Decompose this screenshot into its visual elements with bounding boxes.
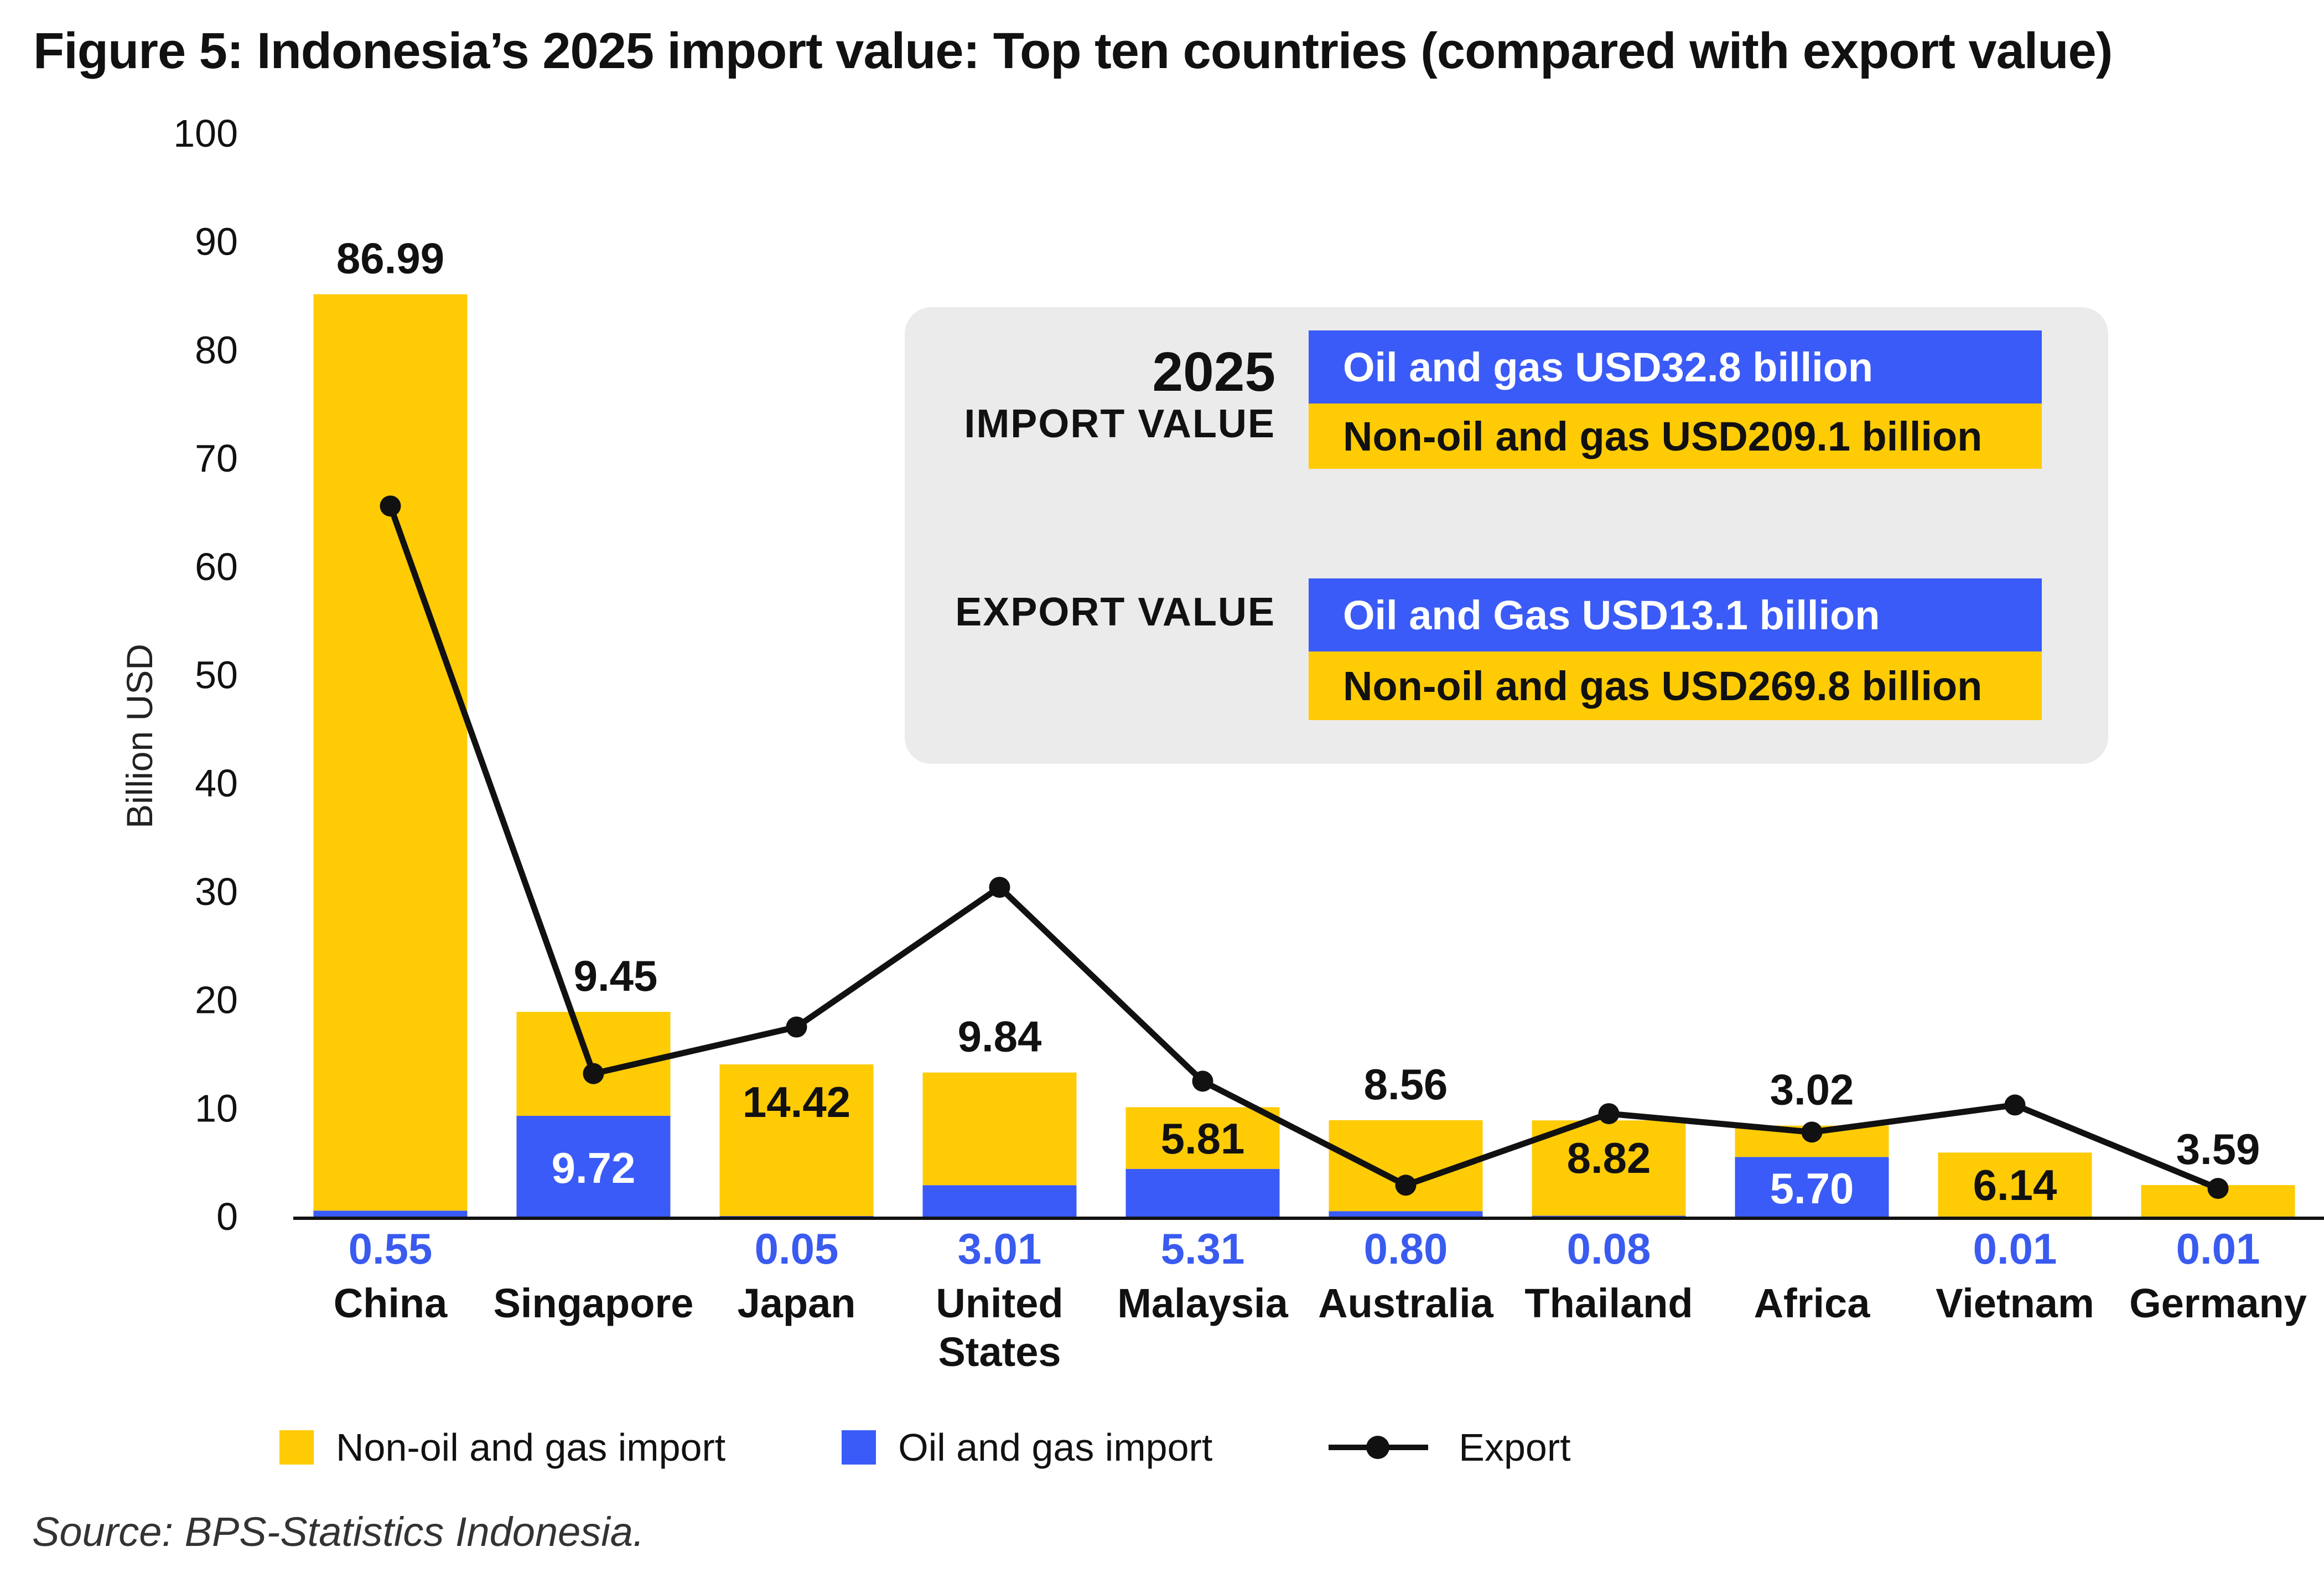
x-category-label: Japan [738,1280,856,1326]
x-category-label: Australia [1318,1280,1494,1326]
x-category-label: United [936,1280,1063,1326]
legend-label-export: Export [1459,1426,1571,1469]
data-label-oil: 0.01 [1973,1224,2057,1273]
data-label-non-oil: 86.99 [336,234,444,283]
export-point [1801,1121,1823,1143]
bar-non-oil-2 [719,1064,874,1217]
import-value-heading: IMPORT VALUE [964,402,1275,446]
data-labels-group: 86.99 0.55 9.45 9.72 14.42 0.05 9.84 3.01 5.81 5.… [336,234,2260,1273]
y-tick-label: 80 [195,328,238,371]
data-label-oil: 0.55 [349,1224,433,1273]
data-label-oil: 0.80 [1364,1224,1448,1273]
x-category-label: Singapore [494,1280,694,1326]
bar-oil-3 [922,1185,1077,1217]
export-point [786,1016,807,1038]
bar-non-oil-6 [1532,1120,1686,1216]
legend-label-oil: Oil and gas import [898,1426,1213,1469]
bar-oil-7 [1735,1157,1889,1217]
import-non-oil-bar: Non-oil and gas USD209.1 billion [1309,403,2042,469]
bar-non-oil-3 [922,1072,1077,1186]
export-point [1192,1070,1213,1092]
bar-oil-4 [1125,1168,1280,1217]
export-oil-bar: Oil and Gas USD13.1 billion [1309,578,2042,651]
import-oil-bar: Oil and gas USD32.8 billion [1309,330,2042,403]
y-tick-label: 40 [195,762,238,805]
data-label-non-oil: 8.56 [1364,1060,1448,1109]
legend-swatch-export-line [1329,1430,1429,1465]
export-point [1598,1103,1620,1125]
bar-non-oil-8 [1938,1152,2092,1217]
legend-swatch-oil [842,1430,876,1465]
y-tick-label: 60 [195,545,238,588]
bar-oil-0 [313,1210,468,1217]
chart-title: Figure 5: Indonesia’s 2025 import value:… [33,23,2113,79]
data-label-non-oil: 14.42 [743,1078,850,1126]
export-point [2207,1178,2229,1199]
chart-legend: Non-oil and gas import Oil and gas impor… [279,1425,1687,1470]
x-category-label: Malaysia [1117,1280,1288,1326]
data-label-non-oil: 6.14 [1973,1161,2057,1209]
y-tick-label: 50 [195,654,238,697]
data-label-non-oil: 3.59 [2176,1125,2260,1173]
data-label-non-oil: 5.81 [1161,1114,1245,1163]
data-label-non-oil: 9.45 [574,951,658,1000]
y-tick-label: 30 [195,870,238,913]
source-note: Source: BPS-Statistics Indonesia. [32,1509,645,1555]
y-tick-label: 20 [195,979,238,1022]
x-category-label: Africa [1754,1280,1871,1326]
x-category-label: Germany [2129,1280,2307,1326]
export-point [380,495,401,517]
data-label-non-oil: 8.82 [1567,1134,1651,1182]
infobox-year: 2025 [1152,341,1275,403]
export-point [989,877,1010,898]
legend-item-oil: Oil and gas import [842,1425,1212,1470]
legend-label-non-oil: Non-oil and gas import [336,1426,726,1469]
export-line [387,505,2219,1192]
export-value-heading: EXPORT VALUE [955,590,1275,634]
y-axis-ticks: 0 10 20 30 40 50 60 70 80 90 100 [173,112,238,1238]
y-tick-label: 90 [195,220,238,263]
data-label-oil: 0.05 [755,1224,839,1273]
summary-infobox: 2025 IMPORT VALUE Oil and gas USD32.8 bi… [905,307,2108,764]
data-label-oil: 0.08 [1567,1224,1651,1273]
legend-item-non-oil: Non-oil and gas import [279,1425,725,1470]
x-category-label: China [334,1280,448,1326]
bar-non-oil-0 [313,294,468,1211]
bar-oil-1 [516,1115,671,1217]
data-label-oil: 9.72 [552,1144,636,1192]
export-point [583,1063,604,1084]
y-tick-label: 0 [216,1195,238,1238]
export-point [2004,1094,2026,1116]
export-point [1395,1175,1417,1196]
y-tick-label: 100 [173,112,238,155]
data-label-non-oil: 3.02 [1770,1065,1854,1114]
legend-swatch-non-oil [279,1430,314,1465]
data-label-non-oil: 9.84 [958,1012,1042,1061]
x-category-label: Vietnam [1936,1280,2094,1326]
x-category-label: Thailand [1524,1280,1693,1326]
data-label-oil: 5.70 [1770,1164,1854,1213]
bar-oil-6 [1532,1215,1686,1217]
data-label-oil: 5.31 [1161,1224,1245,1273]
legend-item-export: Export [1329,1425,1571,1470]
data-label-oil: 0.01 [2176,1224,2260,1273]
bar-non-oil-4 [1125,1107,1280,1169]
bar-oil-5 [1329,1211,1483,1217]
y-axis-label: Billion USD [119,644,160,829]
y-tick-label: 70 [195,437,238,480]
export-non-oil-bar: Non-oil and gas USD269.8 billion [1309,651,2042,720]
x-category-label: States [938,1329,1061,1375]
bar-oil-2 [719,1216,874,1217]
y-tick-label: 10 [195,1087,238,1130]
export-line-group [380,495,2229,1199]
data-label-oil: 3.01 [958,1224,1042,1273]
